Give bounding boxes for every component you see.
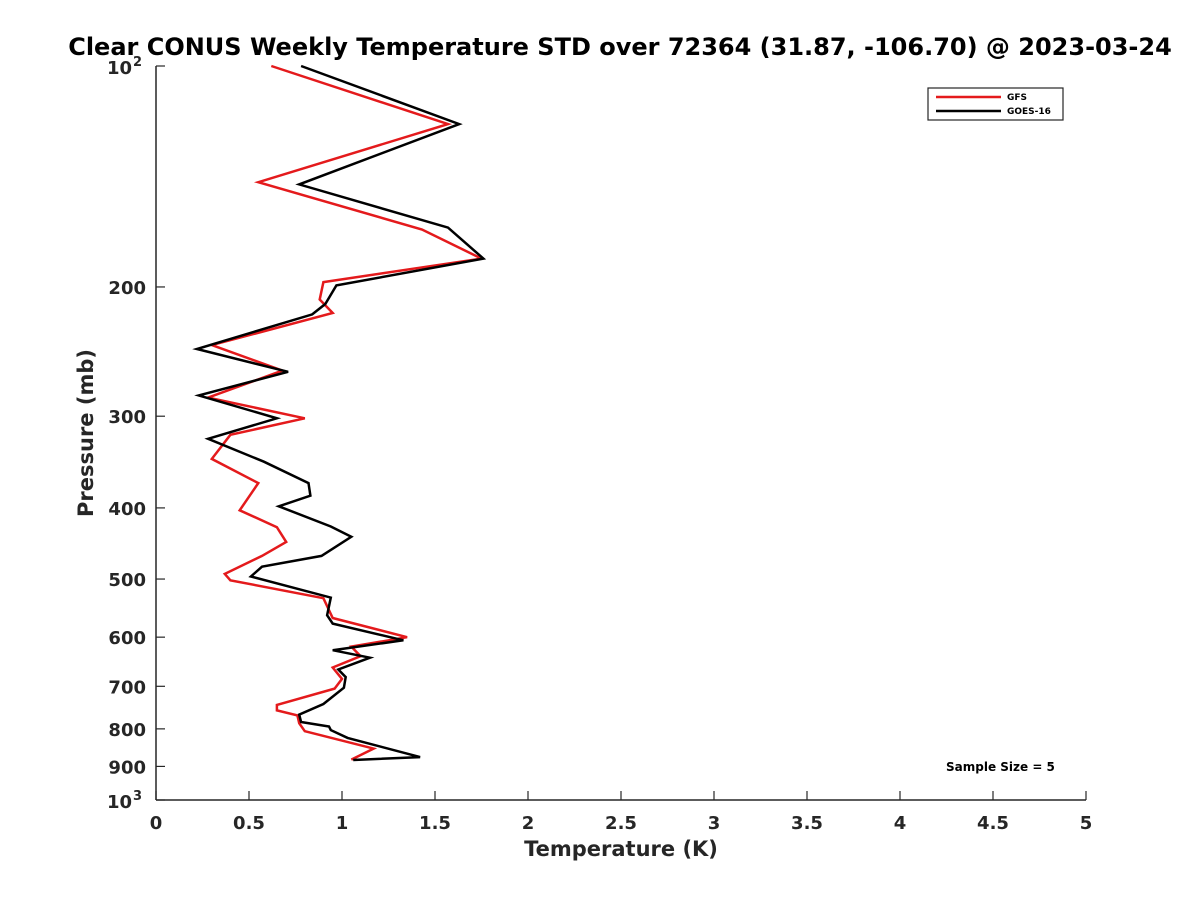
y-tick-label: 700 (108, 677, 146, 698)
y-tick-label: 800 (108, 720, 146, 741)
y-tick-label: 300 (108, 407, 146, 428)
series-line-goes16 (192, 64, 487, 762)
x-tick-label: 1 (336, 813, 349, 834)
y-tick-label: 600 (108, 628, 146, 649)
y-tick-label: 200 (108, 278, 146, 299)
legend-label-goes16: GOES-16 (1007, 107, 1051, 117)
sample-size-annotation: Sample Size = 5 (946, 760, 1055, 774)
x-tick-label: 4 (894, 813, 907, 834)
axes (155, 66, 1086, 801)
legend: GFS GOES-16 (927, 87, 1064, 121)
x-tick-label: 3.5 (791, 813, 823, 834)
legend-box (927, 87, 1064, 121)
y-tick-label: 900 (108, 757, 146, 778)
series-group (192, 64, 487, 762)
x-tick-label: 3 (708, 813, 721, 834)
y-tick-label: 10 (107, 792, 132, 813)
y-tick-label-exponent: 3 (133, 789, 142, 804)
chart-title: Clear CONUS Weekly Temperature STD over … (68, 33, 1172, 61)
series-line-gfs (203, 64, 486, 761)
y-axis-label: Pressure (mb) (74, 349, 98, 517)
y-tick-label-exponent: 2 (133, 55, 142, 70)
x-tick-label: 5 (1080, 813, 1093, 834)
x-axis-label: Temperature (K) (524, 837, 718, 861)
x-ticks: 0 0.5 1 1.5 2 2.5 3 3.5 4 4.5 5 (150, 791, 1093, 834)
y-tick-label: 500 (108, 570, 146, 591)
y-tick-label: 10 (107, 58, 132, 79)
x-tick-label: 0.5 (233, 813, 265, 834)
x-tick-label: 2 (522, 813, 535, 834)
x-tick-label: 4.5 (977, 813, 1009, 834)
x-tick-label: 1.5 (419, 813, 451, 834)
y-tick-label: 400 (108, 499, 146, 520)
x-tick-label: 2.5 (605, 813, 637, 834)
x-tick-label: 0 (150, 813, 163, 834)
legend-label-gfs: GFS (1007, 93, 1027, 103)
